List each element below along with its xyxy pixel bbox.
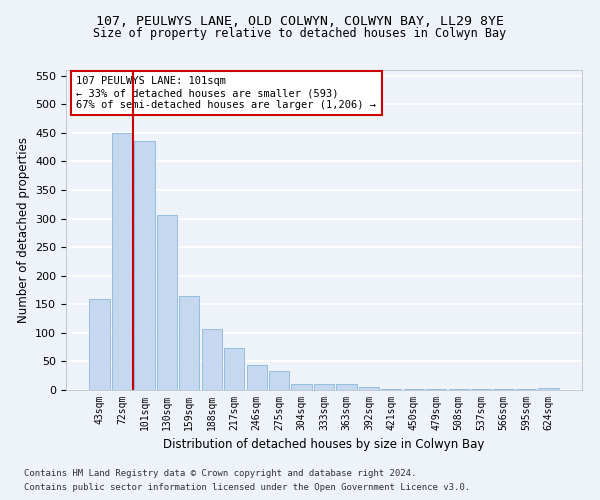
Bar [157, 214, 177, 390]
Bar [426, 389, 446, 390]
Text: 107 PEULWYS LANE: 101sqm
← 33% of detached houses are smaller (593)
67% of semi-: 107 PEULWYS LANE: 101sqm ← 33% of detach… [76, 76, 376, 110]
Bar [202, 329, 222, 390]
Bar [269, 371, 289, 390]
Bar [381, 389, 401, 390]
Bar [112, 133, 132, 390]
Bar [224, 348, 244, 390]
Text: Contains public sector information licensed under the Open Government Licence v3: Contains public sector information licen… [24, 484, 470, 492]
Bar [404, 389, 424, 390]
Bar [179, 296, 199, 390]
Bar [314, 384, 334, 390]
Text: Contains HM Land Registry data © Crown copyright and database right 2024.: Contains HM Land Registry data © Crown c… [24, 468, 416, 477]
Bar [247, 365, 267, 390]
X-axis label: Distribution of detached houses by size in Colwyn Bay: Distribution of detached houses by size … [163, 438, 485, 452]
Bar [337, 384, 356, 390]
Bar [292, 384, 311, 390]
Bar [538, 388, 559, 390]
Bar [89, 298, 110, 390]
Bar [359, 387, 379, 390]
Text: Size of property relative to detached houses in Colwyn Bay: Size of property relative to detached ho… [94, 28, 506, 40]
Bar [134, 142, 155, 390]
Y-axis label: Number of detached properties: Number of detached properties [17, 137, 29, 323]
Text: 107, PEULWYS LANE, OLD COLWYN, COLWYN BAY, LL29 8YE: 107, PEULWYS LANE, OLD COLWYN, COLWYN BA… [96, 15, 504, 28]
